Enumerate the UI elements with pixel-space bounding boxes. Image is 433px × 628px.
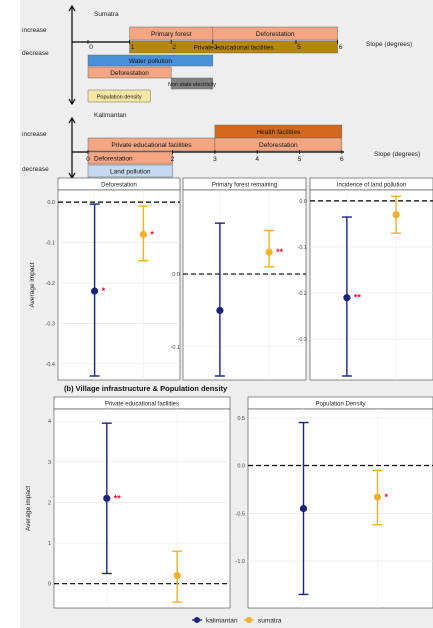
region-label: Sumatra	[94, 11, 119, 18]
point-estimate	[265, 248, 273, 256]
y-tick-label: 3	[48, 460, 51, 466]
panel-plot-area	[309, 189, 433, 381]
slope-tick-label: 1	[131, 44, 135, 51]
schematic-bar-label: Deforestation	[256, 31, 295, 38]
y-axis-label: Average impact	[29, 262, 36, 307]
panel-title: Primary forest remaining	[212, 183, 277, 189]
slope-tick-label: 3	[213, 156, 217, 163]
y-tick-label: -0.5	[236, 511, 245, 517]
y-tick-label: -0.3	[298, 337, 307, 343]
y-tick-label: 0.0	[47, 200, 55, 206]
region-label: Kalimantan	[94, 112, 127, 119]
schematic-bar	[87, 89, 151, 103]
point-estimate	[373, 493, 382, 501]
y-tick-label: -0.1	[171, 345, 180, 351]
panel-plot-area	[247, 408, 433, 609]
y-tick-label: -0.1	[46, 241, 55, 247]
panel-plot-area	[182, 189, 307, 381]
schematic-bar-label: Health facilities	[256, 129, 300, 136]
point-estimate	[343, 294, 351, 302]
legend-swatch-point	[246, 617, 252, 623]
increase-label: increase	[22, 131, 47, 138]
legend-swatch-point	[194, 617, 200, 623]
slope-tick-label: 0	[86, 156, 90, 163]
legend-label: kalimantan	[206, 618, 238, 625]
point-estimate	[216, 306, 224, 315]
decrease-label: decrease	[22, 166, 49, 173]
y-axis-label: Average impact	[25, 486, 32, 531]
significance-marker: *	[150, 229, 154, 239]
panel-plot-area	[53, 408, 231, 609]
y-tick-label: 4	[48, 419, 51, 425]
slope-tick-label: 2	[172, 44, 176, 51]
schematic-bar-label: Private educational facilities	[111, 142, 192, 149]
significance-marker: **	[276, 247, 284, 257]
schematic-bar	[214, 137, 343, 152]
schematic-bar-label: Deforestation	[110, 70, 149, 77]
point-estimate	[103, 494, 111, 502]
y-tick-label: 0.5	[237, 416, 245, 422]
y-tick-label: -0.2	[46, 281, 55, 287]
point-estimate	[299, 504, 308, 513]
y-tick-label: -0.3	[46, 321, 55, 327]
schematic-bar-label: Private educational facilities	[193, 44, 274, 51]
y-tick-label: -1.0	[236, 559, 245, 565]
legend-label: sumatra	[258, 618, 282, 625]
schematic-bar	[170, 77, 214, 90]
slope-units-label: Slope (degrees)	[374, 151, 420, 158]
significance-marker: *	[102, 286, 106, 296]
axis-arrowhead-up	[68, 4, 76, 12]
panel-title: Population Density	[315, 402, 365, 408]
y-tick-label: 0	[48, 582, 51, 588]
panel-plot-area	[57, 189, 181, 381]
slope-tick-label: 2	[171, 156, 175, 163]
y-tick-label: 1	[48, 541, 51, 547]
y-tick-label: -0.2	[298, 291, 307, 297]
y-tick-label: 2	[48, 500, 51, 506]
panel-title: Private educational facilities	[105, 402, 179, 408]
slope-tick-label: 6	[340, 156, 344, 163]
slope-tick-label: 3	[214, 44, 218, 51]
schematic-bar	[87, 66, 172, 79]
schematic-bar	[87, 164, 173, 178]
point-estimate	[392, 211, 400, 219]
point-estimate	[91, 287, 99, 295]
significance-marker: **	[114, 493, 122, 503]
significance-marker: **	[354, 293, 362, 303]
significance-marker: *	[385, 492, 389, 502]
schematic-bar-label: Population density	[97, 94, 142, 100]
schematic-bar	[129, 40, 338, 54]
y-tick-label: -0.4	[46, 362, 55, 368]
schematic-bar-label: Water pollution	[129, 58, 172, 65]
point-estimate	[139, 230, 147, 239]
panel-title: Incidence of land pollution	[337, 183, 406, 189]
slope-tick-label: 5	[298, 156, 302, 163]
slope-tick-label: 0	[89, 44, 93, 51]
slope-tick-label: 6	[339, 44, 343, 51]
schematic-bar-label: Deforestation	[259, 142, 298, 149]
axis-arrowhead-down	[68, 98, 76, 106]
schematic-bar-label: Primary forest	[151, 31, 192, 38]
increase-label: increase	[22, 27, 47, 34]
y-tick-label: -0.1	[298, 245, 307, 251]
y-tick-label: 0.0	[172, 272, 180, 278]
y-tick-label: 0.0	[299, 199, 307, 205]
schematic-bar	[87, 151, 173, 165]
point-estimate	[173, 571, 181, 580]
slope-units-label: Slope (degrees)	[366, 41, 412, 48]
decrease-label: decrease	[22, 50, 49, 57]
panel-title: Deforestation	[101, 183, 137, 189]
schematic-bar-label: Non state electricity	[168, 82, 216, 88]
schematic-bar-label: Land pollution	[110, 168, 151, 175]
section-b-title: (b) Village infrastructure & Population …	[64, 384, 228, 393]
slope-tick-label: 4	[255, 156, 259, 163]
schematic-bar	[212, 26, 338, 41]
schematic-bar	[87, 54, 214, 67]
axis-arrowhead-up	[68, 116, 76, 124]
slope-tick-label: 5	[297, 44, 301, 51]
schematic-bar-label: Deforestation	[94, 155, 133, 162]
y-tick-label: 0.0	[237, 464, 245, 470]
